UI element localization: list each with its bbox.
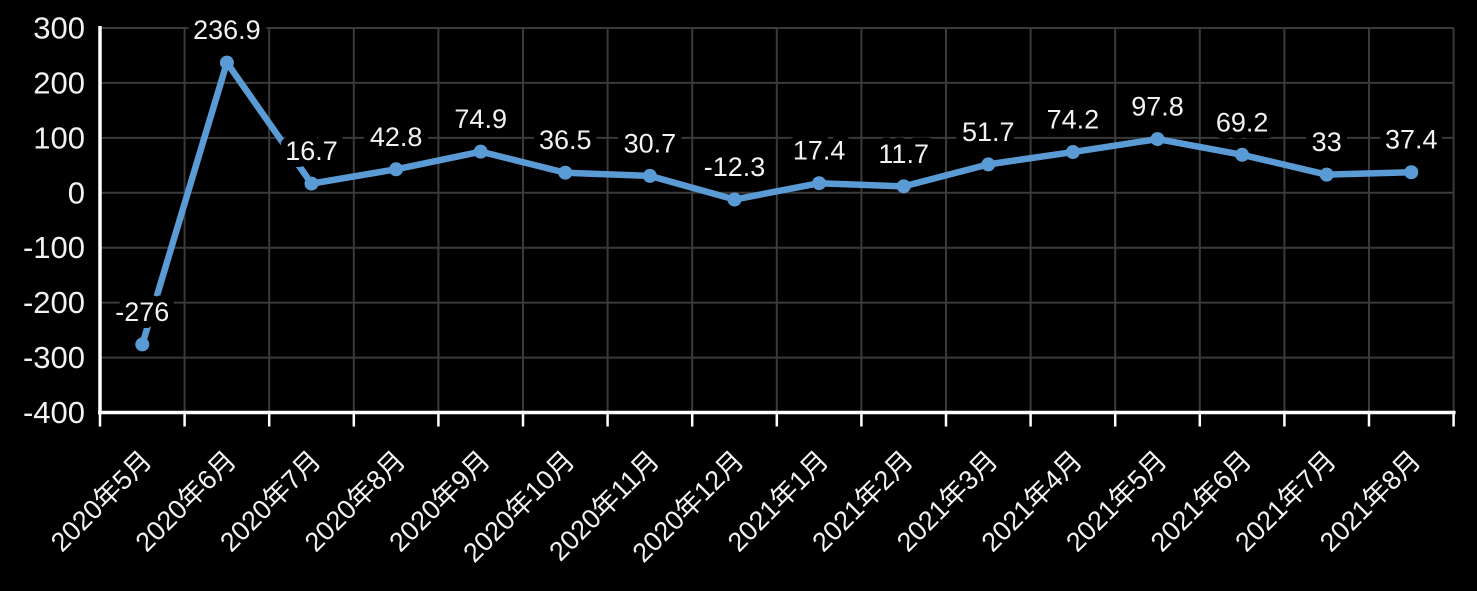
data-point-marker — [1065, 145, 1080, 160]
data-point-marker — [558, 165, 573, 180]
data-point-marker — [727, 192, 742, 207]
data-label: 16.7 — [285, 136, 338, 166]
data-label: 33 — [1312, 127, 1342, 157]
data-label: 37.4 — [1385, 125, 1438, 155]
data-point-marker — [473, 144, 488, 159]
data-point-marker — [135, 337, 150, 352]
y-axis-tick-label: 300 — [33, 11, 85, 46]
data-point-marker — [981, 157, 996, 172]
data-label: 36.5 — [539, 125, 592, 155]
data-point-marker — [1404, 165, 1419, 180]
data-label: 74.2 — [1047, 105, 1100, 135]
data-label: 74.9 — [454, 104, 507, 134]
y-axis-tick-label: -200 — [23, 285, 85, 320]
y-axis-tick-label: -400 — [23, 395, 85, 430]
y-axis-tick-label: 100 — [33, 120, 85, 155]
series-line — [139, 59, 1415, 348]
data-point-marker — [896, 179, 911, 194]
data-label: -276 — [115, 297, 169, 327]
data-label: -12.3 — [704, 152, 766, 182]
data-label: 97.8 — [1131, 92, 1184, 122]
y-axis-tick-label: 200 — [33, 65, 85, 100]
y-axis-tick-label: 0 — [68, 175, 85, 210]
data-point-marker — [389, 162, 404, 177]
data-point-marker — [642, 168, 657, 183]
data-label: 51.7 — [962, 117, 1015, 147]
data-label: 17.4 — [793, 136, 846, 166]
y-axis-tick-label: -100 — [23, 230, 85, 265]
y-axis-tick-label: -300 — [23, 340, 85, 375]
data-label: 30.7 — [624, 128, 677, 158]
data-point-marker — [219, 55, 234, 70]
data-label: 236.9 — [193, 15, 261, 45]
data-label: 69.2 — [1216, 107, 1269, 137]
data-label: 11.7 — [878, 139, 929, 169]
data-point-marker — [1319, 167, 1334, 182]
data-point-marker — [304, 176, 319, 191]
data-point-marker — [1235, 147, 1250, 162]
data-label: 42.8 — [370, 122, 423, 152]
data-point-marker — [812, 176, 827, 191]
data-point-marker — [1150, 132, 1165, 147]
